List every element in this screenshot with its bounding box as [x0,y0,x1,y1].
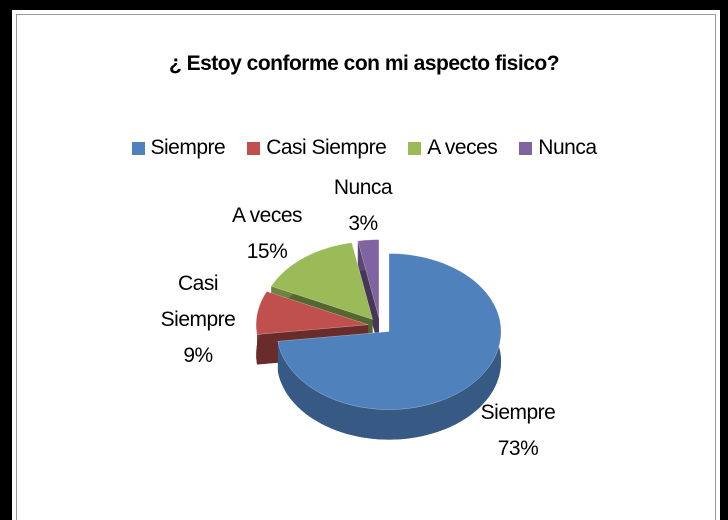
data-label-value: 15% [246,240,288,263]
legend-item: Casi Siempre [247,136,387,160]
slice [357,239,380,318]
legend-swatch [408,141,422,155]
data-label: A veces 15% [217,198,317,270]
slice [255,291,369,335]
slice [270,242,373,320]
legend-item: Nunca [519,136,597,160]
legend: Siempre Casi Siempre A veces Nunca [0,136,728,160]
legend-item: Siempre [131,136,226,160]
slice [277,253,502,410]
legend-label: Siempre [150,136,226,159]
data-label-value: 73% [497,437,539,460]
data-label-name: Nunca [333,176,393,199]
data-label-value: 9% [183,344,213,367]
data-label: Nunca 3% [313,170,413,242]
legend-label: A veces [427,136,498,159]
data-label-name: Casi Siempre [160,272,236,331]
legend-label: Casi Siempre [266,136,387,159]
legend-item: A veces [408,136,498,160]
data-label-value: 3% [348,212,378,235]
legend-label: Nunca [538,136,597,159]
data-label-name: A veces [231,204,303,227]
legend-swatch [519,141,533,155]
data-label: Siempre 73% [468,395,568,467]
data-label: Casi Siempre 9% [148,266,248,374]
data-label-name: Siempre [480,401,556,424]
plot-area [16,14,716,520]
legend-swatch [247,141,261,155]
legend-swatch [131,141,145,155]
chart-title: ¿ Estoy conforme con mi aspecto fisico? [168,52,560,75]
